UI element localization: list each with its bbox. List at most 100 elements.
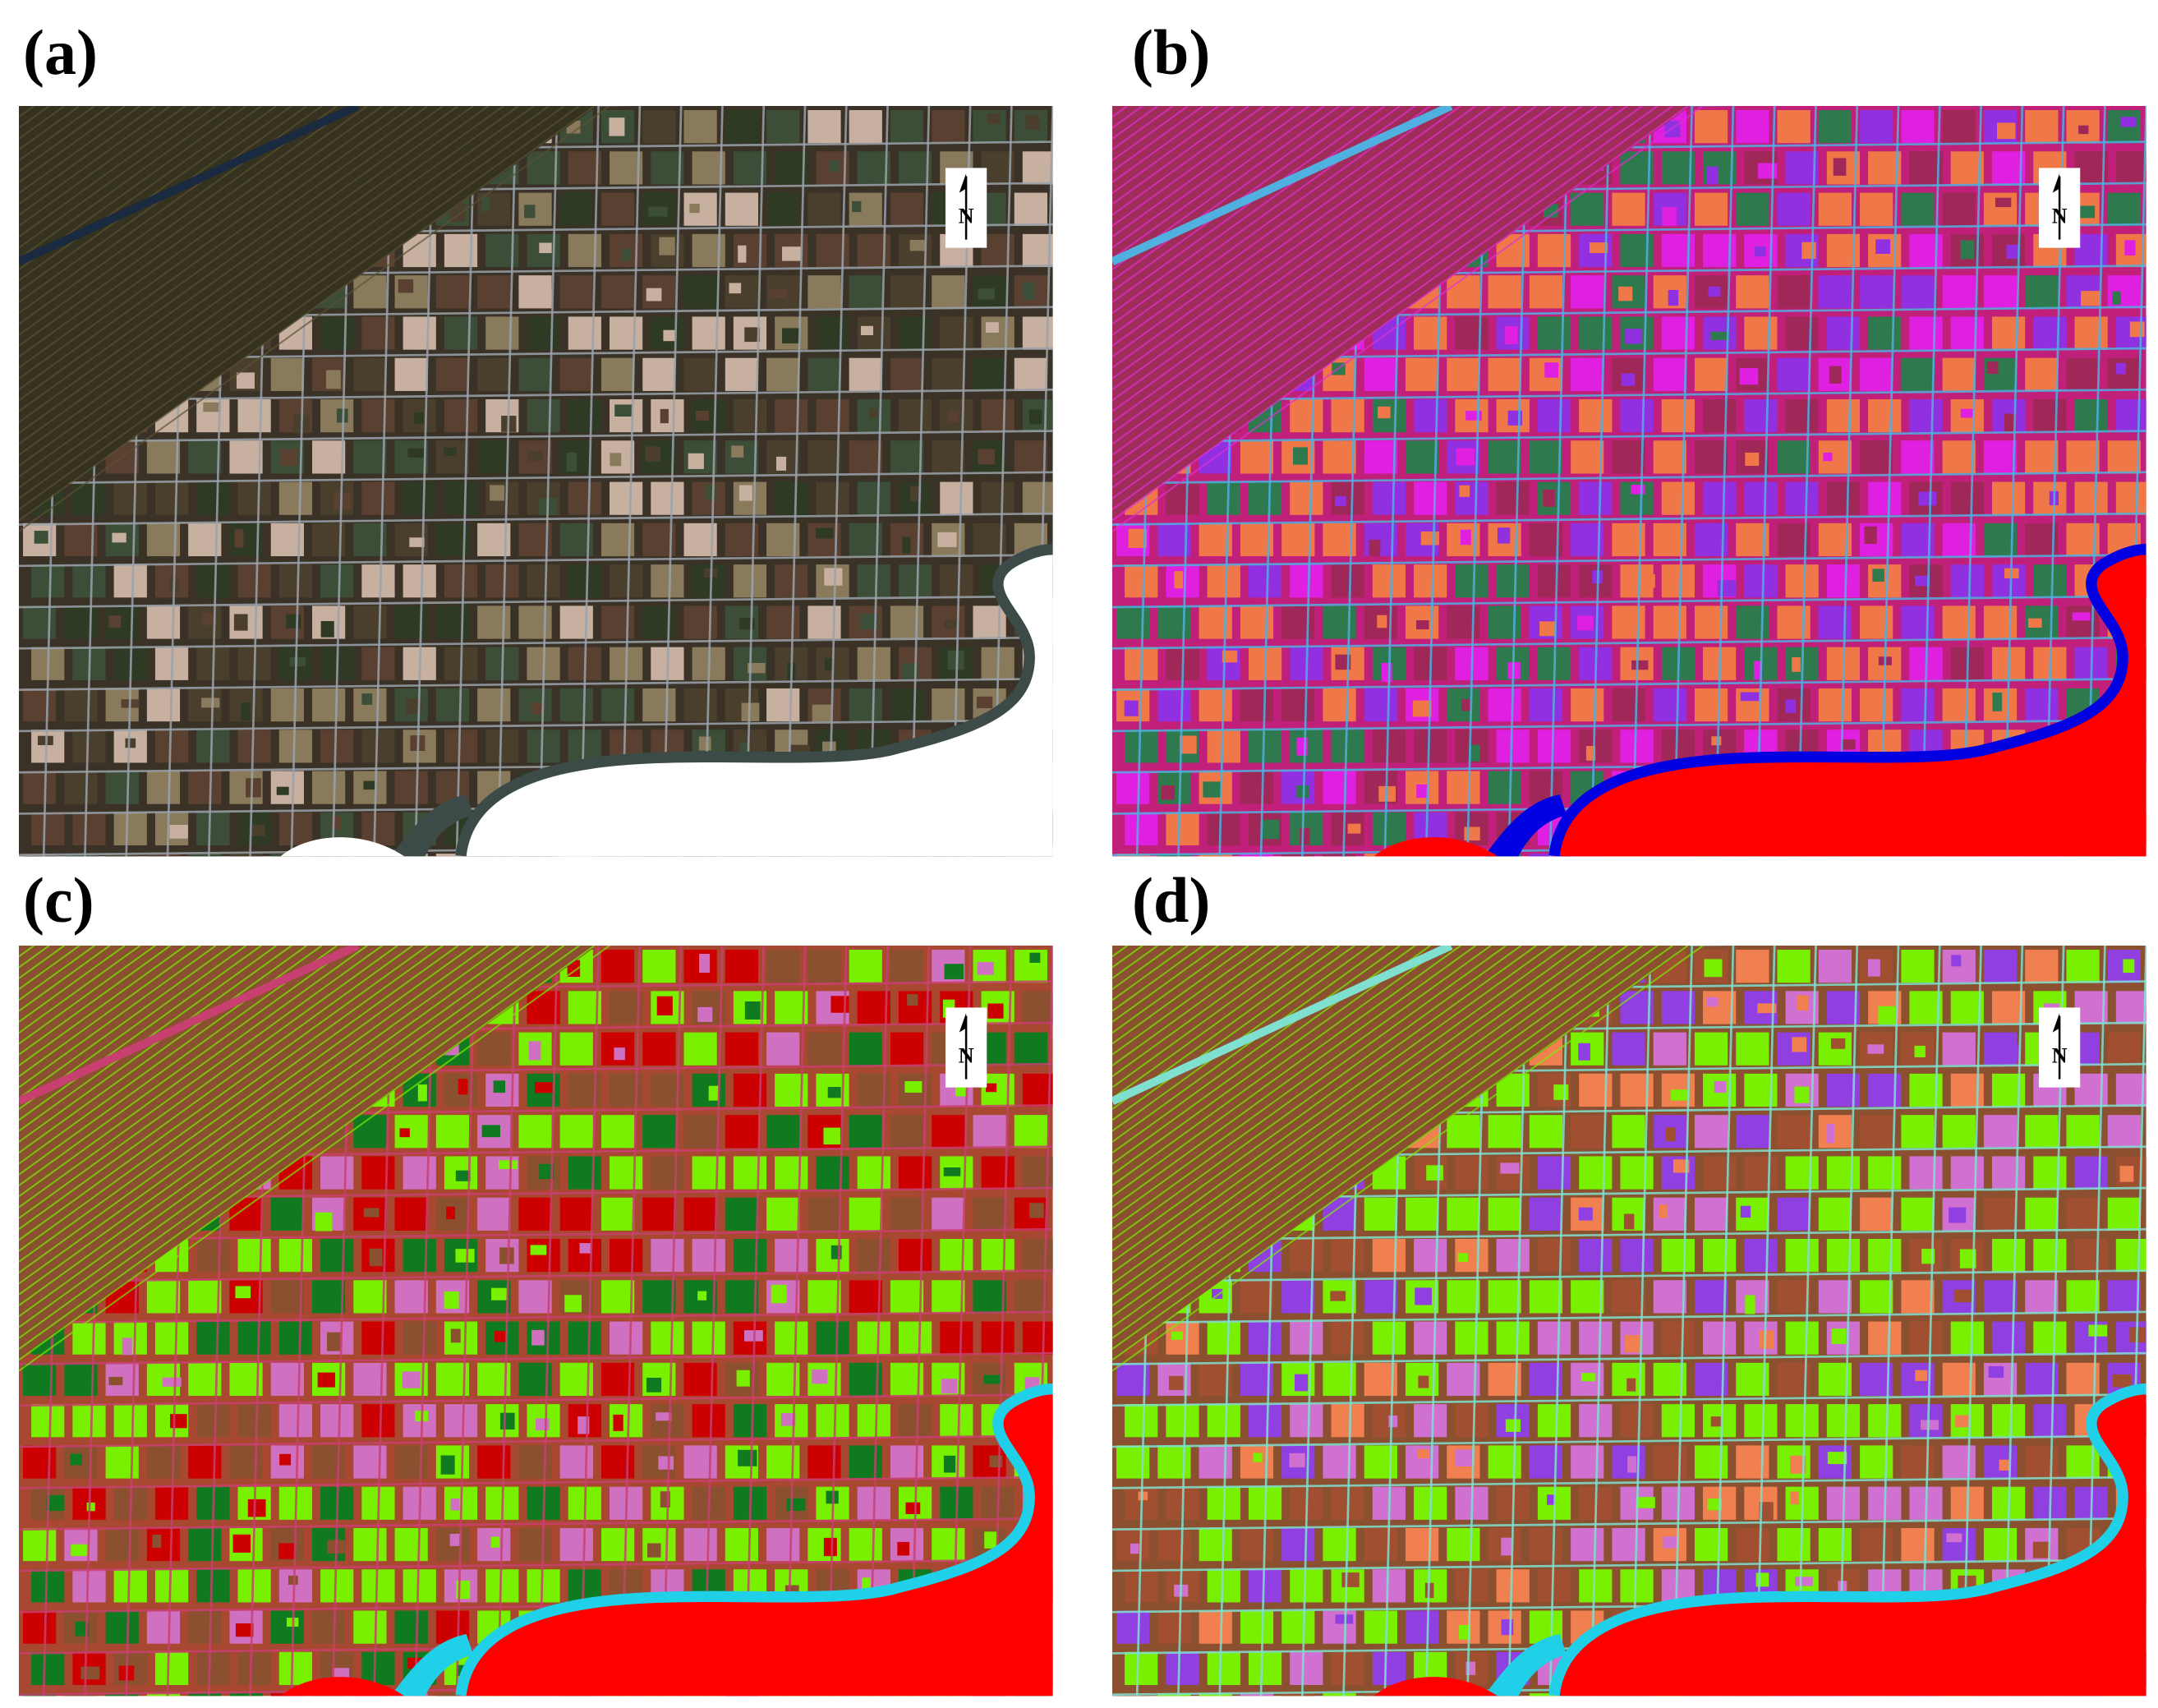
field — [766, 1445, 800, 1479]
field — [2115, 398, 2146, 433]
field-patch — [943, 1455, 956, 1473]
field — [146, 688, 181, 722]
field — [725, 1280, 759, 1314]
field — [527, 316, 560, 350]
diagonal-road — [19, 106, 360, 265]
field-patch — [862, 1577, 871, 1593]
field — [849, 688, 882, 722]
road — [19, 1393, 1053, 1407]
field-patch — [985, 322, 999, 333]
road — [1112, 471, 2146, 485]
field-patch — [366, 1489, 380, 1501]
field — [890, 1032, 924, 1066]
field — [1661, 1404, 1695, 1438]
field-patch — [1585, 746, 1596, 761]
field-patch — [1794, 1086, 1810, 1103]
field — [435, 605, 470, 639]
field — [237, 1569, 271, 1603]
field — [683, 110, 717, 144]
field — [890, 950, 924, 983]
field-patch — [697, 1006, 713, 1022]
field-stripe — [19, 106, 171, 216]
field — [1942, 1445, 1976, 1479]
field — [1455, 1321, 1489, 1355]
field — [1950, 1321, 1984, 1355]
field — [518, 1527, 552, 1562]
field — [1901, 1197, 1935, 1231]
field — [64, 688, 98, 722]
field — [527, 1569, 560, 1603]
field — [1455, 1156, 1489, 1190]
field — [237, 1238, 271, 1273]
field-patch — [1739, 368, 1759, 385]
field-patch — [243, 734, 255, 748]
field — [2107, 1032, 2141, 1066]
field-patch — [744, 327, 760, 343]
field-patch — [646, 1543, 661, 1558]
field-patch — [738, 245, 747, 263]
field — [1157, 688, 1191, 722]
field — [23, 605, 57, 639]
field — [1703, 398, 1737, 433]
field — [270, 1280, 304, 1314]
field-patch — [1754, 246, 1766, 257]
field — [1022, 316, 1053, 350]
field — [1860, 1197, 1893, 1231]
field-stripe — [19, 106, 535, 478]
field — [1056, 605, 1088, 638]
field-patch — [2120, 117, 2137, 127]
field-patch — [812, 1449, 829, 1464]
field-patch — [1866, 697, 1879, 707]
north-arrow — [2038, 1007, 2081, 1088]
field-patch — [1029, 1203, 1044, 1218]
field — [1777, 1115, 1811, 1149]
field-patch — [530, 1245, 547, 1255]
field-patch — [1740, 1205, 1751, 1218]
field-patch — [978, 449, 995, 465]
road — [19, 1558, 1053, 1572]
field-patch — [1997, 869, 2011, 886]
field — [1826, 1404, 1861, 1438]
field-stripe — [1112, 946, 1583, 1285]
field-stripe — [19, 106, 429, 402]
field-patch — [1915, 575, 1930, 587]
field — [559, 1032, 593, 1066]
field-stripe — [1112, 946, 1174, 990]
field-patch — [528, 1041, 541, 1061]
field — [1777, 110, 1811, 144]
field-stripe — [19, 946, 141, 1034]
field — [518, 357, 552, 391]
road — [19, 636, 1053, 650]
field-patch — [1499, 869, 1508, 881]
field — [725, 357, 759, 391]
field — [1405, 357, 1439, 391]
field — [725, 1527, 759, 1562]
field — [1064, 1074, 1097, 1107]
field-patch — [622, 1077, 639, 1093]
field-patch — [1417, 443, 1436, 458]
field — [2149, 1363, 2158, 1396]
field — [1323, 440, 1356, 474]
field — [1909, 1321, 1943, 1355]
field — [642, 1197, 676, 1231]
field-patch — [831, 996, 849, 1013]
field-patch — [659, 237, 675, 256]
field — [1125, 1651, 1158, 1686]
field-patch — [484, 1703, 499, 1708]
field — [1022, 1073, 1053, 1107]
field-patch — [1341, 1572, 1360, 1587]
field-patch — [1785, 699, 1797, 713]
field — [1372, 730, 1406, 763]
field-patch — [536, 1418, 550, 1430]
field-patch — [1294, 1374, 1309, 1392]
field — [610, 1238, 643, 1273]
field — [1207, 481, 1240, 515]
field — [932, 1115, 965, 1149]
field — [1818, 1280, 1852, 1314]
field — [1290, 481, 1323, 515]
field — [1281, 1610, 1315, 1644]
field-stripe — [19, 946, 504, 1296]
field — [2025, 440, 2059, 474]
field — [527, 730, 560, 763]
field-patch — [458, 1079, 468, 1095]
